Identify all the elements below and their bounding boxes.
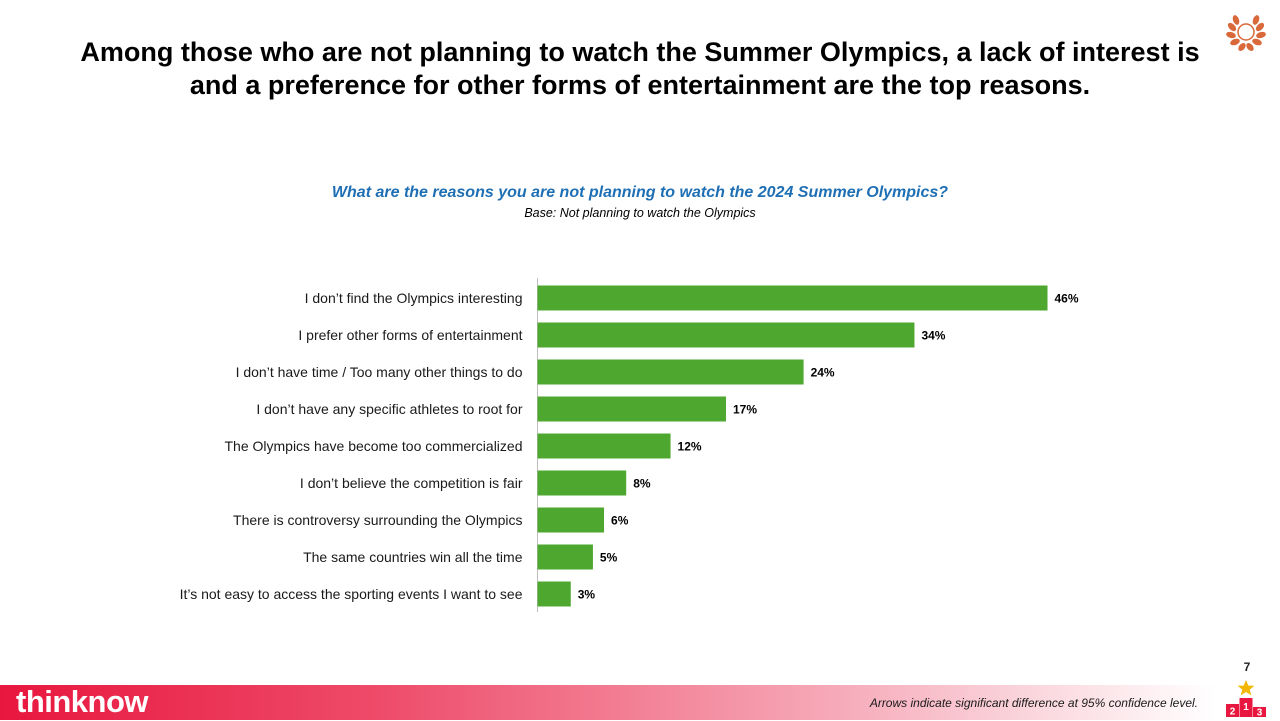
value-label-9: 3% [578,588,596,602]
bar-9 [537,581,571,607]
bar-8 [537,544,593,570]
page-title: Among those who are not planning to watc… [80,37,1200,100]
footer-bar [0,685,1280,720]
podium-icon: 2 1 3 [1226,680,1266,718]
category-label-8: The same countries win all the time [303,549,523,565]
bar-7 [537,507,605,533]
bar-5 [537,433,671,459]
chart-title: What are the reasons you are not plannin… [331,184,949,201]
bar-4 [537,396,726,422]
brand-logo: thinknow [16,684,149,719]
value-label-6: 8% [633,477,651,491]
podium-label-1: 1 [1243,702,1249,713]
star-icon [1237,680,1255,696]
value-label-8: 5% [600,551,618,565]
page-number: 7 [1243,660,1251,674]
category-label-9: It’s not easy to access the sporting eve… [180,586,523,602]
category-label-2: I prefer other forms of entertainment [298,327,522,343]
bar-2 [537,322,915,348]
bar-6 [537,470,627,496]
bar-3 [537,359,804,385]
footnote: Arrows indicate significant difference a… [869,696,1198,710]
podium-label-2: 2 [1230,707,1236,718]
bar-1 [537,285,1048,311]
podium-label-3: 3 [1257,708,1263,718]
value-label-1: 46% [1055,292,1079,306]
value-label-2: 34% [921,329,945,343]
category-label-7: There is controversy surrounding the Oly… [233,512,522,528]
laurel-wreath-icon [1226,15,1266,51]
value-label-5: 12% [678,440,702,454]
bar-chart: I don’t find the Olympics interesting 46%… [180,278,1079,612]
chart-subtitle: Base: Not planning to watch the Olympics [524,206,756,220]
value-label-3: 24% [811,366,835,380]
category-label-6: I don’t believe the competition is fair [300,475,523,491]
value-label-7: 6% [611,514,629,528]
category-label-4: I don’t have any specific athletes to ro… [256,401,522,417]
value-label-4: 17% [733,403,757,417]
category-label-1: I don’t find the Olympics interesting [305,290,523,306]
category-label-5: The Olympics have become too commerciali… [224,438,522,454]
category-label-3: I don’t have time / Too many other thing… [236,364,523,380]
